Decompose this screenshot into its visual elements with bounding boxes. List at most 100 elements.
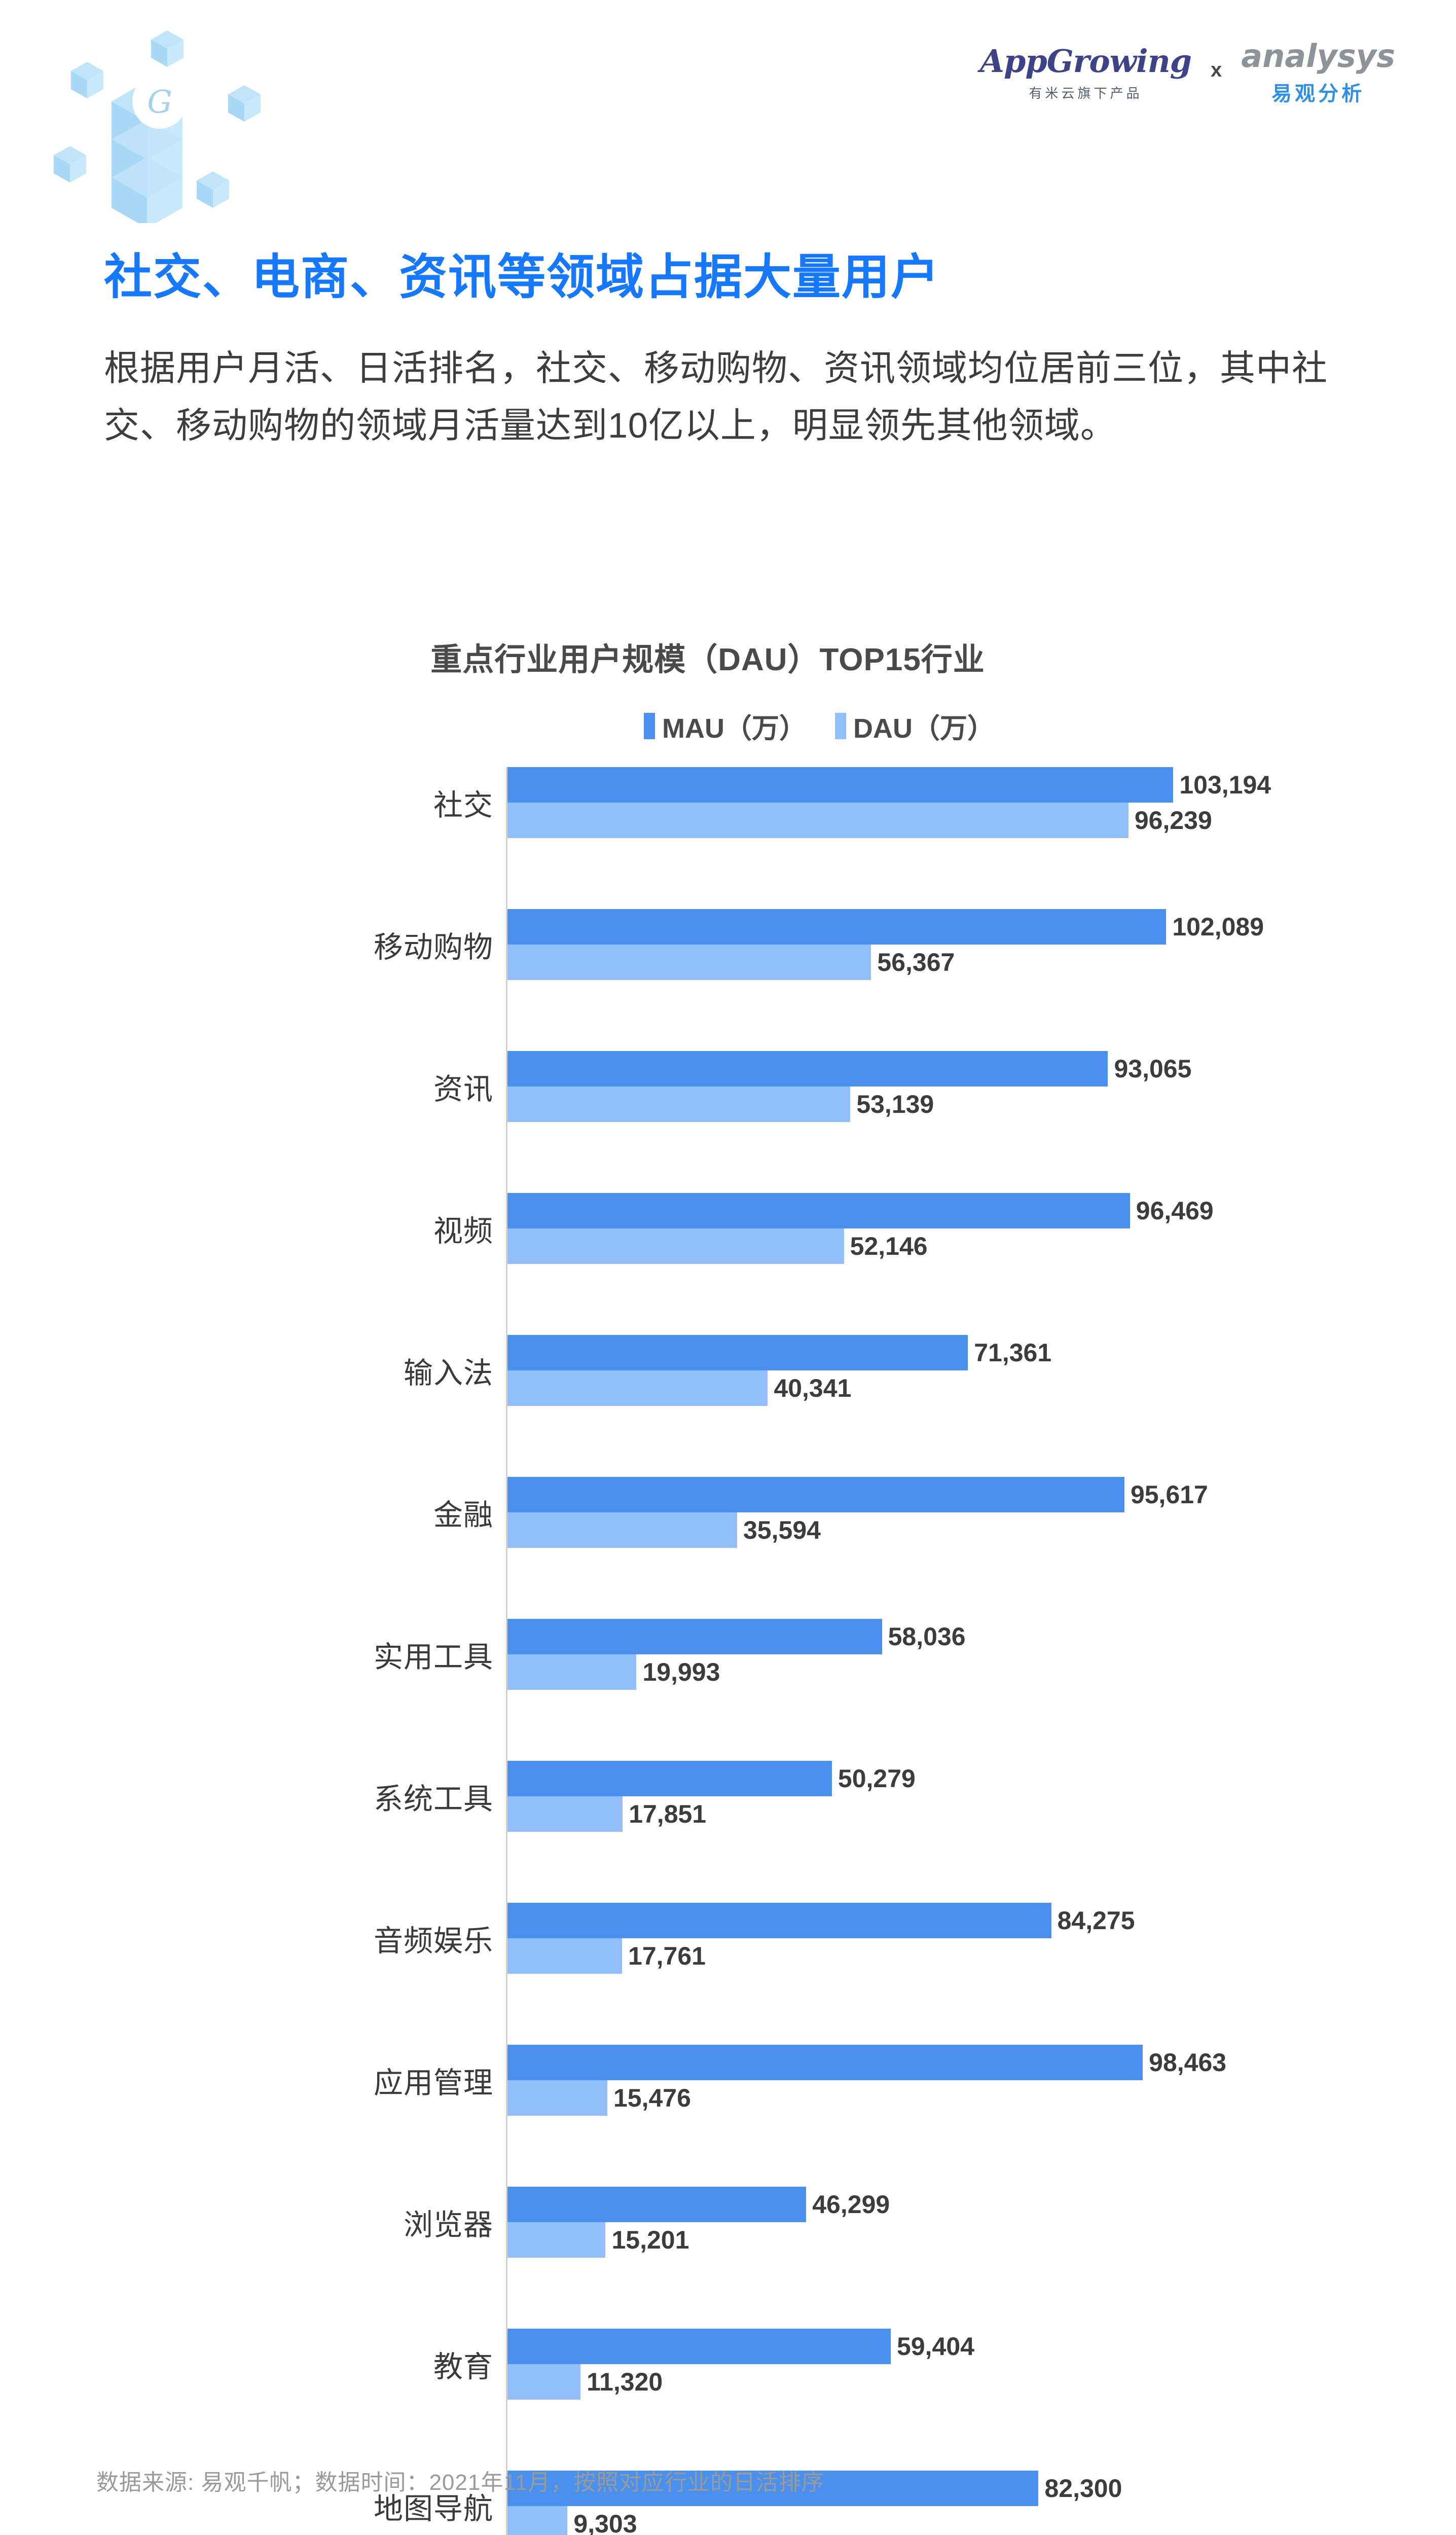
bar-rect bbox=[507, 1477, 1124, 1512]
chart-bar-mau: 46,299 bbox=[507, 2187, 1359, 2222]
bar-value-label: 98,463 bbox=[1149, 2048, 1227, 2077]
chart-bar-group: 移动购物 102,089 56,367 bbox=[374, 909, 1359, 980]
chart-bar-group: 资讯 93,065 53,139 bbox=[433, 1051, 1359, 1122]
bar-rect bbox=[507, 1796, 623, 1832]
bar-rect bbox=[507, 1512, 737, 1548]
chart-category-label: 系统工具 bbox=[373, 1783, 493, 1816]
bar-rect bbox=[507, 2080, 607, 2116]
chart-bar-dau: 19,993 bbox=[507, 1654, 1359, 1690]
chart-bar-group: 金融 95,617 35,594 bbox=[433, 1477, 1359, 1548]
bar-value-label: 103,194 bbox=[1179, 771, 1271, 799]
chart-bar-mau: 84,275 bbox=[507, 1903, 1359, 1938]
bar-value-label: 15,201 bbox=[611, 2226, 689, 2254]
chart-bar-group: 系统工具 50,279 17,851 bbox=[374, 1761, 1359, 1832]
bar-rect bbox=[507, 1654, 637, 1690]
bar-rect bbox=[507, 1051, 1108, 1087]
bar-value-label: 102,089 bbox=[1172, 913, 1264, 941]
chart-bar-dau: 96,239 bbox=[507, 803, 1359, 838]
chart-bar-group: 应用管理 98,463 15,476 bbox=[374, 2045, 1359, 2116]
chart-bar-dau: 17,851 bbox=[507, 1796, 1359, 1832]
bar-value-label: 17,761 bbox=[628, 1942, 706, 1970]
chart-bar-dau: 56,367 bbox=[507, 945, 1359, 980]
bar-value-label: 82,300 bbox=[1044, 2474, 1122, 2503]
chart-bar-group: 教育 59,404 11,320 bbox=[433, 2329, 1359, 2400]
bar-rect bbox=[507, 2506, 568, 2535]
chart-category-label: 移动购物 bbox=[373, 931, 493, 964]
analysys-logo: analysys 易观分析 bbox=[1241, 41, 1395, 106]
chart-bar-dau: 15,201 bbox=[507, 2222, 1359, 2258]
bar-rect bbox=[507, 2045, 1143, 2080]
chart-bar-group: 音频娱乐 84,275 17,761 bbox=[374, 1903, 1359, 1974]
chart-bar-group: 实用工具 58,036 19,993 bbox=[374, 1619, 1359, 1690]
bar-rect bbox=[507, 2471, 1039, 2506]
bar-rect bbox=[507, 2187, 807, 2222]
bar-rect bbox=[507, 2222, 606, 2258]
decorative-cube-cluster: G bbox=[35, 20, 269, 228]
chart-category-label: 实用工具 bbox=[373, 1641, 493, 1674]
chart-category-label: 地图导航 bbox=[373, 2492, 493, 2525]
chart-category-label: 应用管理 bbox=[373, 2067, 493, 2099]
bar-value-label: 53,139 bbox=[856, 1090, 934, 1118]
bar-rect bbox=[507, 1903, 1051, 1938]
bar-value-label: 50,279 bbox=[838, 1764, 916, 1793]
chart-bar-dau: 40,341 bbox=[507, 1370, 1359, 1406]
bar-rect bbox=[507, 1193, 1130, 1228]
chart-category-label: 教育 bbox=[433, 2350, 493, 2383]
bar-value-label: 96,239 bbox=[1134, 806, 1212, 835]
chart-bar-group: 地图导航 82,300 9,303 bbox=[374, 2471, 1359, 2535]
chart-category-label: 社交 bbox=[433, 789, 493, 822]
bar-value-label: 56,367 bbox=[877, 948, 955, 976]
chart-category-label: 资讯 bbox=[433, 1073, 493, 1106]
chart-bar-group: 视频 96,469 52,146 bbox=[433, 1193, 1359, 1264]
appgrowing-logo: AppGrowing 有米云旗下产品 bbox=[979, 42, 1192, 102]
chart-bar-mau: 82,300 bbox=[507, 2471, 1359, 2506]
chart-bar-mau: 58,036 bbox=[507, 1619, 1359, 1654]
chart-source-note: 数据来源: 易观千帆；数据时间：2021年11月，按照对应行业的日活排序 bbox=[96, 2470, 825, 2495]
bar-rect bbox=[507, 1938, 623, 1974]
chart-bar-group: 社交 103,194 96,239 bbox=[433, 767, 1359, 838]
bar-value-label: 19,993 bbox=[642, 1658, 720, 1686]
chart-title: 重点行业用户规模（DAU）TOP15行业 bbox=[430, 642, 985, 677]
chart-bar-dau: 9,303 bbox=[507, 2506, 1359, 2535]
bar-rect bbox=[507, 803, 1129, 838]
bar-rect bbox=[507, 1619, 882, 1654]
bar-value-label: 96,469 bbox=[1136, 1197, 1214, 1225]
bar-rect bbox=[507, 1335, 968, 1370]
bar-rect bbox=[507, 2329, 891, 2364]
chart-bar-mau: 103,194 bbox=[507, 767, 1359, 803]
bar-rect bbox=[507, 1087, 851, 1122]
chart-bar-mau: 50,279 bbox=[507, 1761, 1359, 1796]
bar-value-label: 35,594 bbox=[743, 1516, 821, 1544]
chart-bar-mau: 59,404 bbox=[507, 2329, 1359, 2364]
chart-bar-group: 输入法 71,361 40,341 bbox=[404, 1335, 1359, 1406]
chart-bar-dau: 17,761 bbox=[507, 1938, 1359, 1974]
bar-value-label: 40,341 bbox=[774, 1374, 852, 1402]
bar-value-label: 95,617 bbox=[1130, 1480, 1208, 1509]
cube-cluster-icon: G bbox=[54, 30, 261, 228]
bar-rect bbox=[507, 945, 871, 980]
bar-value-label: 11,320 bbox=[587, 2368, 663, 2396]
chart-bar-dau: 15,476 bbox=[507, 2080, 1359, 2116]
chart-category-label: 浏览器 bbox=[403, 2208, 493, 2241]
bar-rect bbox=[507, 1228, 844, 1264]
legend-swatch-mau bbox=[644, 712, 655, 739]
analysys-wordmark: analysys bbox=[1241, 38, 1395, 75]
bar-value-label: 71,361 bbox=[974, 1338, 1052, 1367]
chart-bar-mau: 96,469 bbox=[507, 1193, 1359, 1228]
bar-rect bbox=[507, 1761, 832, 1796]
chart-legend: MAU（万） DAU（万） bbox=[183, 706, 1456, 746]
bar-value-label: 59,404 bbox=[897, 2332, 974, 2361]
chart-category-label: 视频 bbox=[433, 1215, 493, 1248]
brand-lockup: AppGrowing 有米云旗下产品 x analysys 易观分析 bbox=[980, 41, 1395, 106]
appgrowing-tagline: 有米云旗下产品 bbox=[1029, 85, 1143, 101]
chart-bar-mau: 98,463 bbox=[507, 2045, 1359, 2080]
chart-bar-mau: 95,617 bbox=[507, 1477, 1359, 1512]
chart-bar-mau: 102,089 bbox=[507, 909, 1359, 945]
chart-bar-dau: 53,139 bbox=[507, 1087, 1359, 1122]
chart-category-label: 金融 bbox=[433, 1499, 493, 1532]
appgrowing-wordmark: AppGrowing bbox=[979, 42, 1192, 80]
analysys-tagline: 易观分析 bbox=[1271, 83, 1365, 105]
chart-bar-dau: 11,320 bbox=[507, 2364, 1359, 2400]
chart-bar-mau: 93,065 bbox=[507, 1051, 1359, 1087]
page-title: 社交、电商、资讯等领域占据大量用户 bbox=[104, 250, 940, 304]
